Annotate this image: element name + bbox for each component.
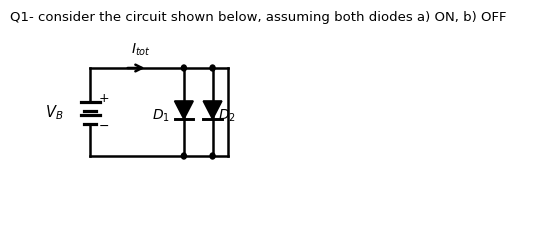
Circle shape xyxy=(181,65,186,71)
Text: +: + xyxy=(99,92,109,105)
Text: $\mathit{I}_{tot}$: $\mathit{I}_{tot}$ xyxy=(131,42,151,58)
Polygon shape xyxy=(175,101,193,119)
Text: −: − xyxy=(99,120,109,133)
Text: $V_B$: $V_B$ xyxy=(45,104,64,122)
Circle shape xyxy=(210,153,215,159)
Text: $D_2$: $D_2$ xyxy=(218,108,236,124)
Text: $D_1$: $D_1$ xyxy=(153,108,171,124)
Circle shape xyxy=(181,153,186,159)
Polygon shape xyxy=(203,101,222,119)
Text: Q1- consider the circuit shown below, assuming both diodes a) ON, b) OFF: Q1- consider the circuit shown below, as… xyxy=(10,11,507,24)
Circle shape xyxy=(210,65,215,71)
